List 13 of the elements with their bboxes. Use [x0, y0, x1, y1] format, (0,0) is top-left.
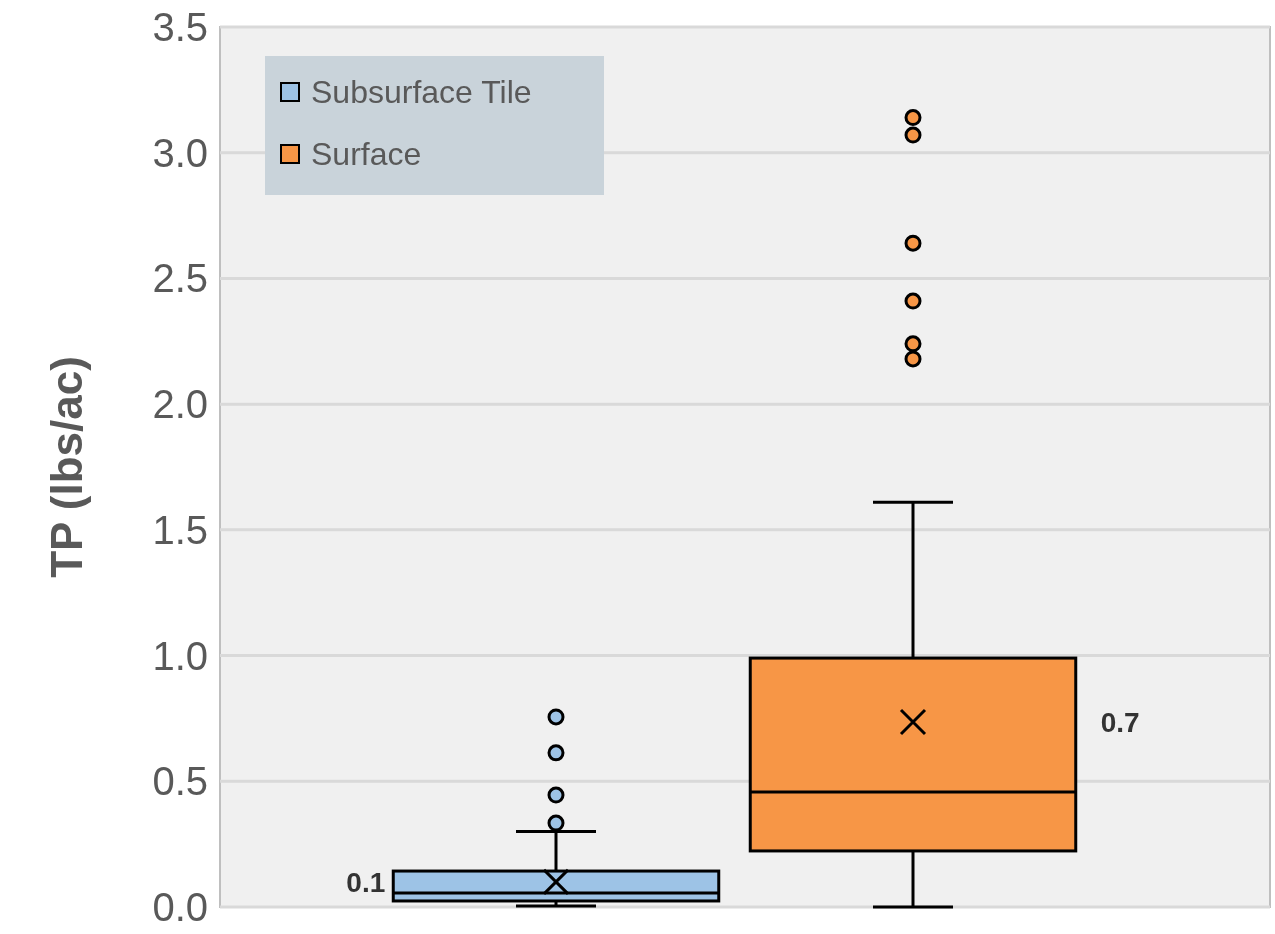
y-tick-label: 0.0	[152, 885, 208, 929]
y-tick-label: 3.0	[152, 130, 208, 175]
y-axis-title: TP (lbs/ac)	[42, 356, 91, 578]
legend-label: Subsurface Tile	[311, 74, 532, 111]
annotation: 0.7	[1100, 706, 1140, 738]
annotation: 0.1	[346, 866, 386, 898]
y-tick-label: 1.0	[152, 633, 208, 678]
y-tick-label: 1.5	[152, 507, 208, 552]
y-tick-label: 3.5	[152, 5, 208, 49]
y-tick-label: 2.5	[152, 256, 208, 301]
y-tick-label: 2.0	[152, 382, 208, 427]
y-tick-label: 0.5	[152, 759, 208, 804]
legend-label: Surface	[311, 136, 422, 173]
